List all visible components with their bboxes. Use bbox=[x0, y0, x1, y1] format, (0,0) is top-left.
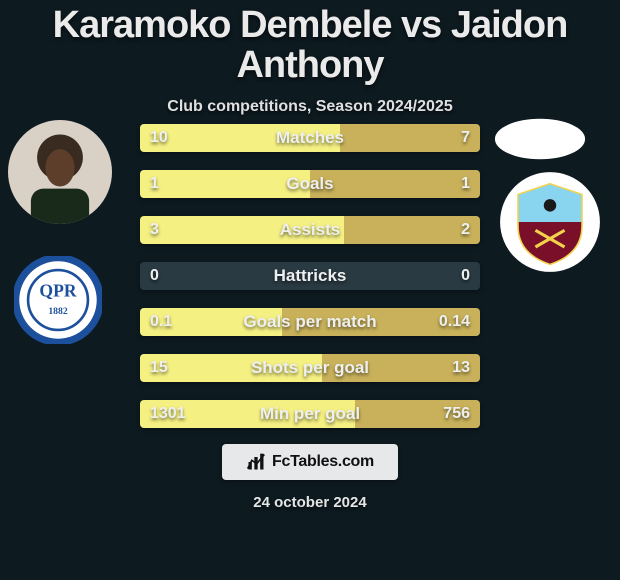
avatar-image bbox=[8, 120, 112, 224]
page-title: Karamoko Dembele vs Jaidon Anthony bbox=[0, 0, 620, 86]
stat-bar-right bbox=[340, 124, 480, 152]
chart-icon bbox=[246, 452, 266, 472]
subtitle: Club competitions, Season 2024/2025 bbox=[0, 98, 620, 116]
date-label: 24 october 2024 bbox=[0, 494, 620, 511]
club-crest-icon: QPR 1882 bbox=[14, 256, 102, 344]
stat-value-right: 756 bbox=[443, 405, 470, 423]
player-right-avatar bbox=[494, 116, 586, 162]
stat-row: Assists32 bbox=[140, 216, 480, 244]
stat-value-right: 2 bbox=[461, 221, 470, 239]
comparison-card: Karamoko Dembele vs Jaidon Anthony Club … bbox=[0, 0, 620, 580]
stat-value-right: 7 bbox=[461, 129, 470, 147]
stat-bar-background bbox=[140, 262, 480, 290]
stat-value-right: 0 bbox=[461, 267, 470, 285]
player-left-avatar bbox=[8, 120, 112, 224]
stat-value-left: 3 bbox=[150, 221, 159, 239]
brand-badge: FcTables.com bbox=[222, 444, 398, 480]
person-silhouette-icon bbox=[8, 120, 112, 224]
stats-panel: Matches107Goals11Assists32Hattricks00Goa… bbox=[140, 124, 480, 446]
stat-value-right: 13 bbox=[452, 359, 470, 377]
stat-row: Matches107 bbox=[140, 124, 480, 152]
stat-value-left: 1 bbox=[150, 175, 159, 193]
stat-row: Shots per goal1513 bbox=[140, 354, 480, 382]
stat-value-left: 1301 bbox=[150, 405, 186, 423]
avatar-placeholder-icon bbox=[494, 116, 586, 162]
brand-text: FcTables.com bbox=[272, 453, 374, 471]
stat-value-right: 0.14 bbox=[439, 313, 470, 331]
player-right-club-crest bbox=[498, 170, 602, 274]
stat-value-left: 0.1 bbox=[150, 313, 172, 331]
stat-value-left: 0 bbox=[150, 267, 159, 285]
player-left-club-crest: QPR 1882 bbox=[14, 256, 102, 344]
stat-bar-left bbox=[140, 170, 310, 198]
stat-bar-right bbox=[344, 216, 480, 244]
club-crest-icon bbox=[498, 170, 602, 274]
stat-value-left: 15 bbox=[150, 359, 168, 377]
stat-row: Hattricks00 bbox=[140, 262, 480, 290]
stat-row: Goals per match0.10.14 bbox=[140, 308, 480, 336]
stat-bar-left bbox=[140, 216, 344, 244]
stat-row: Min per goal1301756 bbox=[140, 400, 480, 428]
stat-bar-left bbox=[140, 124, 340, 152]
stat-value-left: 10 bbox=[150, 129, 168, 147]
stat-bar-right bbox=[310, 170, 480, 198]
club-year: 1882 bbox=[48, 306, 68, 317]
stat-value-right: 1 bbox=[461, 175, 470, 193]
stat-row: Goals11 bbox=[140, 170, 480, 198]
club-acronym: QPR bbox=[39, 280, 76, 300]
